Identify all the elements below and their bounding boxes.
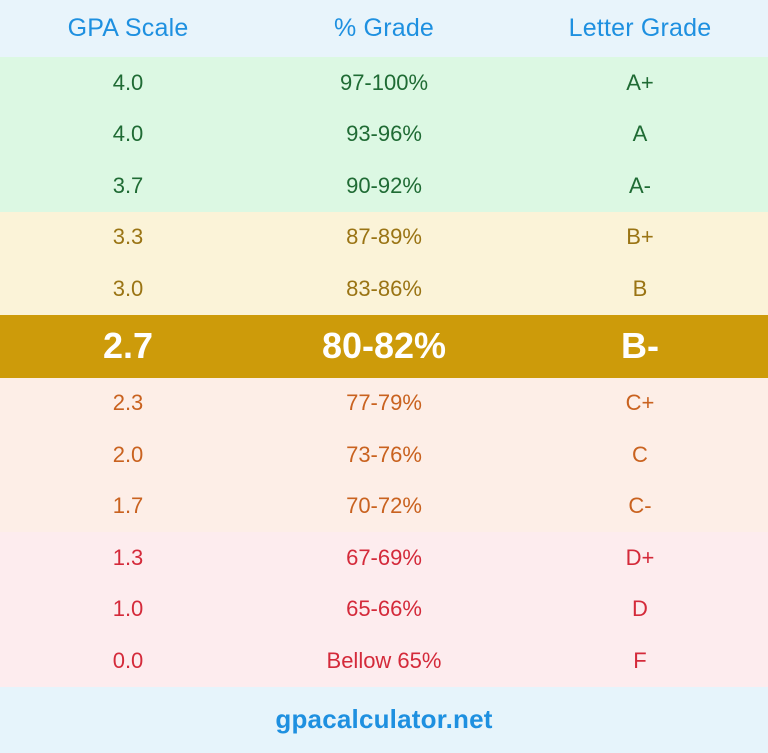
gpa-cell: 2.0	[112, 441, 144, 467]
percent-cell: 73-76%	[346, 441, 422, 467]
gpa-cell: 0.0	[112, 647, 144, 673]
header-percent-grade: % Grade	[333, 14, 435, 42]
gpa-cell: 3.7	[112, 172, 144, 198]
percent-cell: 67-69%	[346, 544, 422, 570]
header-gpa-scale: GPA Scale	[67, 14, 189, 42]
table-row: 3.3 87-89% B+	[0, 211, 768, 263]
percent-cell: 83-86%	[346, 275, 422, 301]
gpa-cell: 1.3	[112, 544, 144, 570]
table-row: 0.0 Bellow 65% F	[0, 635, 768, 687]
percent-cell: 97-100%	[339, 69, 429, 95]
letter-cell: A-	[629, 172, 651, 198]
letter-cell: C-	[628, 493, 652, 519]
site-link[interactable]: gpacalculator.net	[275, 704, 493, 734]
table-header: GPA Scale % Grade Letter Grade	[0, 0, 768, 57]
gpa-cell: 4.0	[112, 121, 144, 147]
table-row: 3.0 83-86% B	[0, 263, 768, 315]
table-row: 4.0 93-96% A	[0, 108, 768, 160]
gpa-cell: 3.0	[112, 275, 144, 301]
table-row: 1.7 70-72% C-	[0, 480, 768, 532]
table-row: 4.0 97-100% A+	[0, 57, 768, 109]
letter-cell: D	[632, 596, 648, 622]
gpa-cell: 3.3	[112, 224, 144, 250]
percent-cell: 87-89%	[346, 224, 422, 250]
table-row: 2.0 73-76% C	[0, 429, 768, 481]
gpa-cell: 2.3	[112, 390, 144, 416]
percent-cell: 65-66%	[346, 596, 422, 622]
letter-cell: D+	[625, 544, 655, 570]
table-body: 4.0 97-100% A+ 4.0 93-96% A 3.7 90-92% A…	[0, 57, 768, 687]
gpa-cell: 1.7	[112, 493, 144, 519]
gpa-cell: 1.0	[112, 596, 144, 622]
percent-cell: 90-92%	[346, 172, 422, 198]
letter-cell: F	[633, 647, 647, 673]
highlighted-row: 2.7 80-82% B-	[0, 314, 768, 378]
percent-cell: 93-96%	[346, 121, 422, 147]
table-row: 1.3 67-69% D+	[0, 532, 768, 584]
table-row: 1.0 65-66% D	[0, 583, 768, 635]
letter-cell: C	[632, 441, 648, 467]
header-letter-grade: Letter Grade	[568, 14, 712, 42]
percent-cell: 80-82%	[321, 325, 447, 366]
letter-cell: B-	[621, 325, 659, 366]
letter-cell: B	[632, 275, 648, 301]
letter-cell: B+	[626, 224, 654, 250]
percent-cell: 77-79%	[346, 390, 422, 416]
letter-cell: A	[632, 121, 648, 147]
footer: gpacalculator.net	[0, 686, 768, 753]
table-row: 3.7 90-92% A-	[0, 160, 768, 212]
percent-cell: 70-72%	[346, 493, 422, 519]
letter-cell: C+	[625, 390, 655, 416]
letter-cell: A+	[626, 69, 654, 95]
gpa-cell: 2.7	[102, 325, 154, 366]
table-row: 2.3 77-79% C+	[0, 377, 768, 429]
percent-cell: Bellow 65%	[326, 647, 442, 673]
gpa-cell: 4.0	[112, 69, 144, 95]
